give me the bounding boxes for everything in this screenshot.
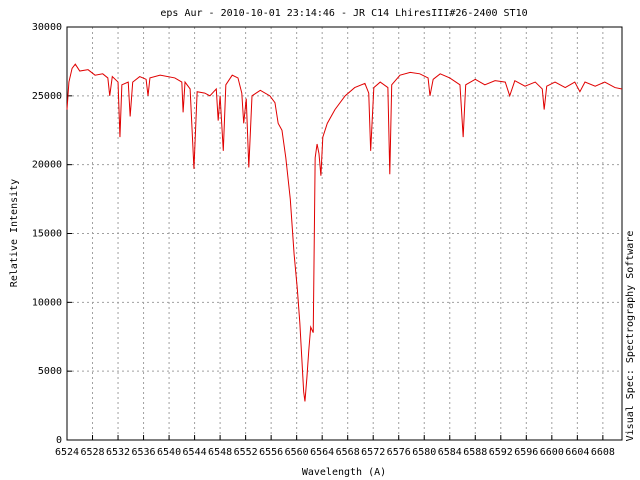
x-tick-label: 6552 bbox=[234, 447, 258, 458]
x-tick-label: 6568 bbox=[336, 447, 360, 458]
x-tick-label: 6596 bbox=[514, 447, 538, 458]
x-tick-label: 6536 bbox=[132, 447, 156, 458]
spectrum-line bbox=[66, 63, 623, 402]
plot-frame bbox=[66, 26, 623, 441]
x-tick-label: 6560 bbox=[285, 447, 309, 458]
x-tick-label: 6544 bbox=[183, 447, 207, 458]
x-tick-label: 6608 bbox=[591, 447, 615, 458]
x-tick-label: 6572 bbox=[361, 447, 385, 458]
x-tick-label: 6524 bbox=[55, 447, 79, 458]
x-tick-label: 6604 bbox=[565, 447, 589, 458]
y-tick-label: 10000 bbox=[32, 297, 62, 308]
y-tick-label: 30000 bbox=[32, 22, 62, 33]
y-axis-label: Relative Intensity bbox=[9, 179, 20, 287]
x-tick-label: 6540 bbox=[157, 447, 181, 458]
y-tick-label: 20000 bbox=[32, 160, 62, 171]
chart-title: eps Aur - 2010-10-01 23:14:46 - JR C14 L… bbox=[160, 8, 527, 19]
y-tick-label: 0 bbox=[56, 435, 62, 446]
x-tick-label: 6556 bbox=[259, 447, 283, 458]
x-tick-label: 6564 bbox=[310, 447, 334, 458]
x-tick-label: 6588 bbox=[463, 447, 487, 458]
side-note: Visual Spec: Spectrography Software bbox=[625, 231, 636, 442]
y-tick-label: 5000 bbox=[38, 366, 62, 377]
x-tick-label: 6592 bbox=[489, 447, 513, 458]
x-tick-label: 6580 bbox=[412, 447, 436, 458]
x-tick-label: 6548 bbox=[208, 447, 232, 458]
y-tick-label: 25000 bbox=[32, 91, 62, 102]
x-tick-label: 6600 bbox=[540, 447, 564, 458]
x-tick-label: 6576 bbox=[387, 447, 411, 458]
y-tick-label: 15000 bbox=[32, 229, 62, 240]
x-tick-label: 6584 bbox=[438, 447, 462, 458]
x-axis-label: Wavelength (A) bbox=[302, 467, 386, 478]
x-tick-label: 6528 bbox=[80, 447, 104, 458]
x-tick-label: 6532 bbox=[106, 447, 130, 458]
